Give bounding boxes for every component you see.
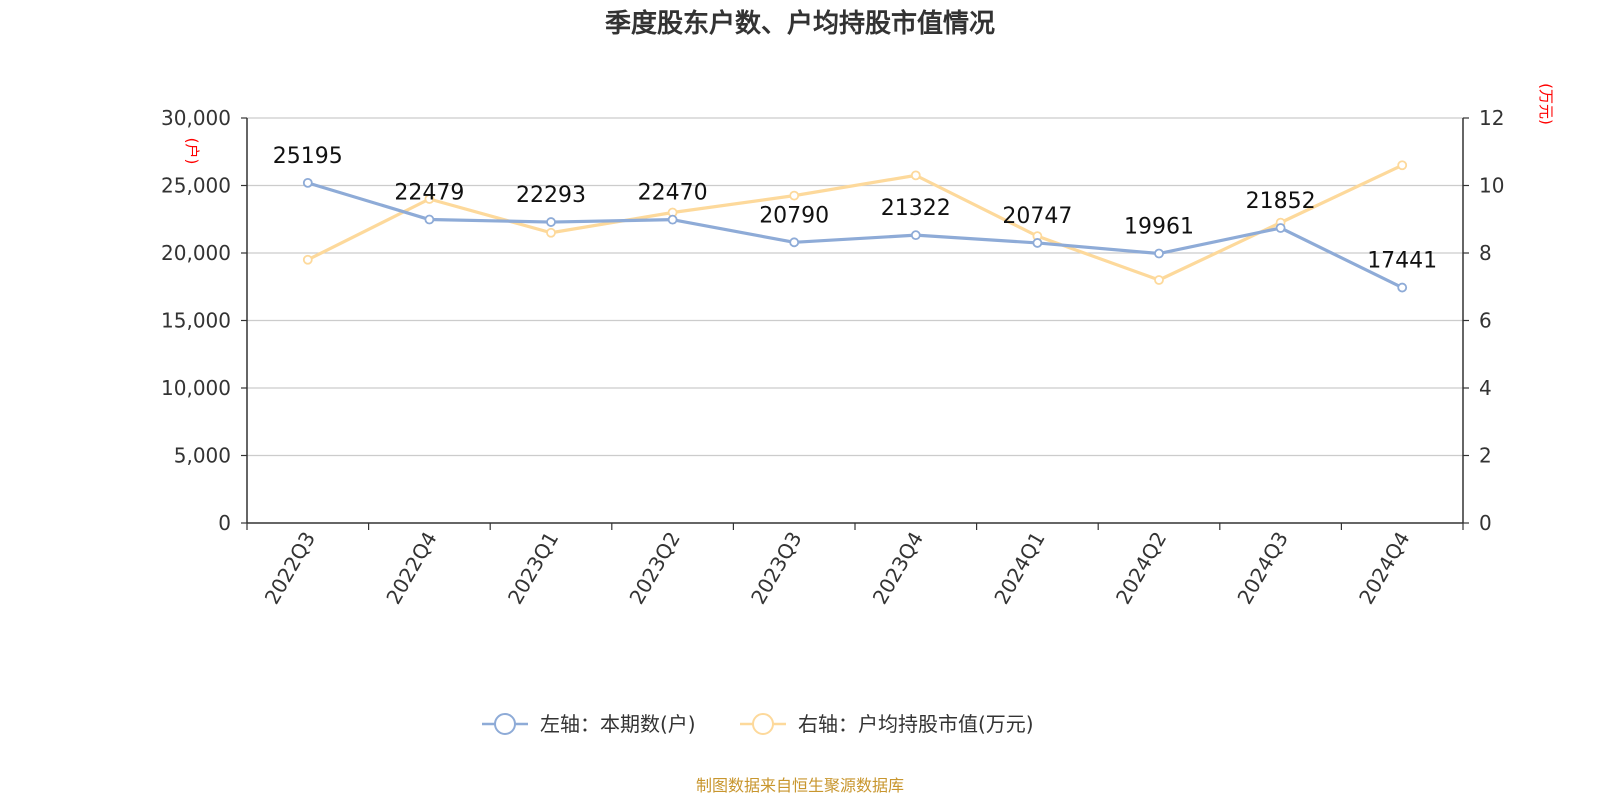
legend: 左轴：本期数(户) 右轴：户均持股市值(万元) xyxy=(482,712,1034,736)
point-left xyxy=(789,237,800,248)
legend-marker xyxy=(494,713,516,735)
series-line-right xyxy=(307,163,1403,282)
point-right xyxy=(910,170,921,181)
left-axis-tick-label: 30,000 xyxy=(161,106,231,130)
point-right xyxy=(302,254,313,265)
data-label: 21852 xyxy=(1246,189,1316,214)
x-axis-tick-label: 2023Q2 xyxy=(624,528,684,609)
point-left xyxy=(667,214,678,225)
point-right xyxy=(789,190,800,201)
right-axis-tick-label: 2 xyxy=(1479,444,1492,468)
legend-label: 左轴：本期数(户) xyxy=(540,712,696,736)
legend-label: 右轴：户均持股市值(万元) xyxy=(798,712,1034,736)
series-group xyxy=(302,160,1408,293)
point-left xyxy=(1397,282,1408,293)
right-axis-tick-label: 12 xyxy=(1479,106,1504,130)
right-axis-tick-label: 6 xyxy=(1479,309,1492,333)
point-left xyxy=(1275,223,1286,233)
x-axis-tick-label: 2024Q1 xyxy=(989,528,1049,609)
point-right xyxy=(1154,275,1164,285)
point-left xyxy=(546,217,556,227)
series-line-left xyxy=(307,181,1403,289)
x-axis-tick-label: 2024Q3 xyxy=(1232,528,1292,609)
point-left xyxy=(1154,248,1164,259)
data-label: 22479 xyxy=(394,181,464,206)
data-labels: 25195 22479 22293 22470 20790 21322 20747 19961… xyxy=(273,144,1437,274)
data-label: 20747 xyxy=(1002,204,1072,229)
data-label: 19961 xyxy=(1124,215,1194,240)
x-axis-tick-label: 2022Q3 xyxy=(260,528,320,609)
left-axis-unit: (户) xyxy=(183,138,201,165)
left-axis-tick-label: 20,000 xyxy=(161,241,231,265)
axes: 0 5,000 10,000 15,000 20,000 25,000 30,000 0 2 4 6… xyxy=(161,106,1504,608)
data-label: 20790 xyxy=(759,203,829,228)
x-axis-tick-label: 2023Q4 xyxy=(868,528,928,609)
data-label: 22293 xyxy=(516,183,586,208)
point-right xyxy=(424,194,435,204)
legend-marker xyxy=(752,713,774,735)
data-label: 21322 xyxy=(881,196,951,221)
left-axis-tick-label: 25,000 xyxy=(161,174,231,198)
right-axis-tick-label: 4 xyxy=(1479,376,1492,400)
x-axis-tick-label: 2023Q1 xyxy=(503,528,563,609)
chart-title: 季度股东户数、户均持股市值情况 xyxy=(605,8,995,39)
data-label: 17441 xyxy=(1367,249,1437,274)
source-note: 制图数据来自恒生聚源数据库 xyxy=(696,776,904,795)
point-right xyxy=(1397,160,1408,171)
left-axis-tick-label: 5,000 xyxy=(174,444,231,468)
left-axis-tick-label: 10,000 xyxy=(161,376,231,400)
right-axis-tick-label: 10 xyxy=(1479,174,1504,198)
right-axis-tick-label: 8 xyxy=(1479,241,1492,265)
data-label: 25195 xyxy=(273,144,343,169)
point-left xyxy=(302,177,313,188)
point-left xyxy=(1032,238,1043,248)
x-axis-tick-label: 2023Q3 xyxy=(746,528,806,609)
left-axis-tick-label: 0 xyxy=(218,511,231,535)
right-axis-tick-label: 0 xyxy=(1479,511,1492,535)
point-left xyxy=(910,230,921,241)
point-left xyxy=(424,214,435,225)
left-axis-tick-label: 15,000 xyxy=(161,309,231,333)
x-axis-tick-label: 2024Q4 xyxy=(1354,528,1414,609)
right-axis-unit: (万元) xyxy=(1537,83,1555,125)
x-axis-tick-label: 2024Q2 xyxy=(1111,528,1171,609)
grid-lines xyxy=(247,117,1463,457)
point-right xyxy=(546,227,556,238)
x-axis-tick-label: 2022Q4 xyxy=(381,528,441,609)
data-label: 22470 xyxy=(638,181,708,206)
